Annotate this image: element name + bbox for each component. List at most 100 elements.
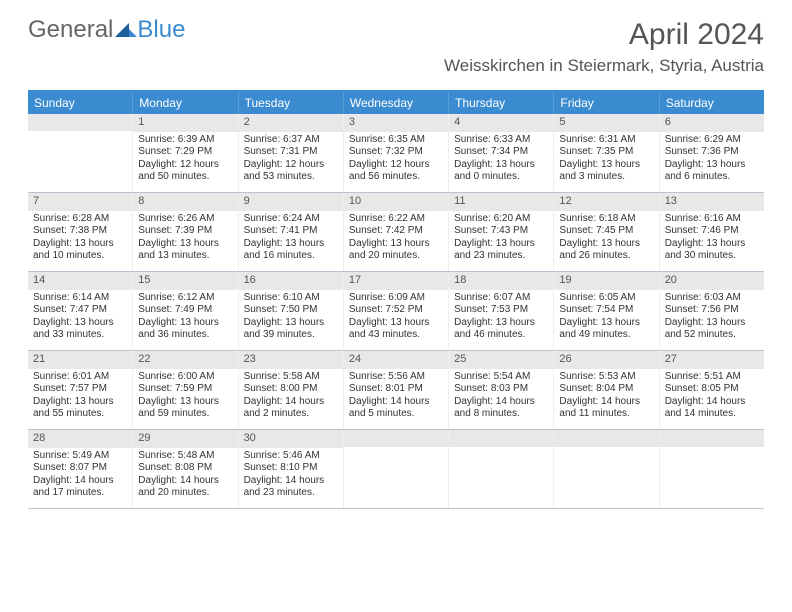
day-number: [449, 430, 553, 447]
day-body: Sunrise: 6:01 AMSunset: 7:57 PMDaylight:…: [28, 369, 132, 425]
calendar-grid: Sunday Monday Tuesday Wednesday Thursday…: [28, 90, 764, 509]
sunset-text: Sunset: 7:29 PM: [138, 146, 232, 159]
day-number: 9: [239, 193, 343, 211]
daylight-text: Daylight: 14 hours and 5 minutes.: [349, 396, 443, 421]
day-number: 8: [133, 193, 237, 211]
day-body: Sunrise: 6:00 AMSunset: 7:59 PMDaylight:…: [133, 369, 237, 425]
daylight-text: Daylight: 13 hours and 6 minutes.: [665, 159, 759, 184]
daylight-text: Daylight: 12 hours and 56 minutes.: [349, 159, 443, 184]
sunrise-text: Sunrise: 6:29 AM: [665, 134, 759, 147]
sunrise-text: Sunrise: 6:31 AM: [559, 134, 653, 147]
sunrise-text: Sunrise: 6:07 AM: [454, 292, 548, 305]
week-row: 14Sunrise: 6:14 AMSunset: 7:47 PMDayligh…: [28, 272, 764, 351]
sunrise-text: Sunrise: 5:51 AM: [665, 371, 759, 384]
daylight-text: Daylight: 14 hours and 14 minutes.: [665, 396, 759, 421]
day-number: 24: [344, 351, 448, 369]
sunset-text: Sunset: 7:34 PM: [454, 146, 548, 159]
weekday-header: Wednesday: [344, 92, 449, 114]
day-cell: 7Sunrise: 6:28 AMSunset: 7:38 PMDaylight…: [28, 193, 133, 271]
day-body: Sunrise: 6:18 AMSunset: 7:45 PMDaylight:…: [554, 211, 658, 267]
day-number: 3: [344, 114, 448, 132]
sunset-text: Sunset: 7:46 PM: [665, 225, 759, 238]
day-cell: 3Sunrise: 6:35 AMSunset: 7:32 PMDaylight…: [344, 114, 449, 192]
day-body: Sunrise: 6:35 AMSunset: 7:32 PMDaylight:…: [344, 132, 448, 188]
day-number: 18: [449, 272, 553, 290]
day-body: Sunrise: 5:56 AMSunset: 8:01 PMDaylight:…: [344, 369, 448, 425]
title-block: April 2024 Weisskirchen in Steiermark, S…: [444, 18, 764, 76]
day-cell: 18Sunrise: 6:07 AMSunset: 7:53 PMDayligh…: [449, 272, 554, 350]
sunrise-text: Sunrise: 5:58 AM: [244, 371, 338, 384]
day-number: 26: [554, 351, 658, 369]
daylight-text: Daylight: 12 hours and 50 minutes.: [138, 159, 232, 184]
day-cell: 30Sunrise: 5:46 AMSunset: 8:10 PMDayligh…: [239, 430, 344, 508]
week-row: 21Sunrise: 6:01 AMSunset: 7:57 PMDayligh…: [28, 351, 764, 430]
day-number: 17: [344, 272, 448, 290]
day-number: 15: [133, 272, 237, 290]
day-number: 16: [239, 272, 343, 290]
weekday-header: Saturday: [660, 92, 764, 114]
daylight-text: Daylight: 13 hours and 43 minutes.: [349, 317, 443, 342]
daylight-text: Daylight: 13 hours and 20 minutes.: [349, 238, 443, 263]
day-body: Sunrise: 6:12 AMSunset: 7:49 PMDaylight:…: [133, 290, 237, 346]
day-number: 1: [133, 114, 237, 132]
day-number: 20: [660, 272, 764, 290]
day-number: 29: [133, 430, 237, 448]
day-cell: 25Sunrise: 5:54 AMSunset: 8:03 PMDayligh…: [449, 351, 554, 429]
day-number: 4: [449, 114, 553, 132]
daylight-text: Daylight: 13 hours and 46 minutes.: [454, 317, 548, 342]
sunrise-text: Sunrise: 6:18 AM: [559, 213, 653, 226]
day-number: 12: [554, 193, 658, 211]
daylight-text: Daylight: 13 hours and 36 minutes.: [138, 317, 232, 342]
sunset-text: Sunset: 8:10 PM: [244, 462, 338, 475]
sunset-text: Sunset: 7:31 PM: [244, 146, 338, 159]
day-cell: 1 Sunrise: 6:39 AMSunset: 7:29 PMDaylight…: [133, 114, 238, 192]
week-row: 1Sunrise: 6:39 AMSunset: 7:29 PMDaylight…: [28, 114, 764, 193]
sunset-text: Sunset: 7:39 PM: [138, 225, 232, 238]
day-cell: 4Sunrise: 6:33 AMSunset: 7:34 PMDaylight…: [449, 114, 554, 192]
daylight-text: Daylight: 13 hours and 52 minutes.: [665, 317, 759, 342]
sunset-text: Sunset: 7:38 PM: [33, 225, 127, 238]
day-number: [554, 430, 658, 447]
daylight-text: Daylight: 13 hours and 49 minutes.: [559, 317, 653, 342]
day-body: Sunrise: 6:31 AMSunset: 7:35 PMDaylight:…: [554, 132, 658, 188]
daylight-text: Daylight: 12 hours and 53 minutes.: [244, 159, 338, 184]
day-body: Sunrise: 6:10 AMSunset: 7:50 PMDaylight:…: [239, 290, 343, 346]
daylight-text: Daylight: 13 hours and 26 minutes.: [559, 238, 653, 263]
day-body: Sunrise: 5:46 AMSunset: 8:10 PMDaylight:…: [239, 448, 343, 504]
day-number: 2: [239, 114, 343, 132]
day-cell: 12Sunrise: 6:18 AMSunset: 7:45 PMDayligh…: [554, 193, 659, 271]
day-cell: 13Sunrise: 6:16 AMSunset: 7:46 PMDayligh…: [660, 193, 764, 271]
day-cell: [449, 430, 554, 508]
daylight-text: Daylight: 14 hours and 23 minutes.: [244, 475, 338, 500]
sunrise-text: Sunrise: 6:39 AM: [138, 134, 232, 147]
sunset-text: Sunset: 8:00 PM: [244, 383, 338, 396]
daylight-text: Daylight: 13 hours and 10 minutes.: [33, 238, 127, 263]
day-body: Sunrise: 5:51 AMSunset: 8:05 PMDaylight:…: [660, 369, 764, 425]
sunset-text: Sunset: 7:45 PM: [559, 225, 653, 238]
sunset-text: Sunset: 7:36 PM: [665, 146, 759, 159]
sunset-text: Sunset: 8:08 PM: [138, 462, 232, 475]
daylight-text: Daylight: 13 hours and 30 minutes.: [665, 238, 759, 263]
daylight-text: Daylight: 14 hours and 8 minutes.: [454, 396, 548, 421]
day-number: 22: [133, 351, 237, 369]
day-cell: 23Sunrise: 5:58 AMSunset: 8:00 PMDayligh…: [239, 351, 344, 429]
sunrise-text: Sunrise: 6:05 AM: [559, 292, 653, 305]
sunset-text: Sunset: 7:56 PM: [665, 304, 759, 317]
daylight-text: Daylight: 13 hours and 55 minutes.: [33, 396, 127, 421]
day-cell: 24Sunrise: 5:56 AMSunset: 8:01 PMDayligh…: [344, 351, 449, 429]
daylight-text: Daylight: 13 hours and 39 minutes.: [244, 317, 338, 342]
daylight-text: Daylight: 14 hours and 17 minutes.: [33, 475, 127, 500]
daylight-text: Daylight: 13 hours and 3 minutes.: [559, 159, 653, 184]
day-cell: 9Sunrise: 6:24 AMSunset: 7:41 PMDaylight…: [239, 193, 344, 271]
sunrise-text: Sunrise: 6:37 AM: [244, 134, 338, 147]
sunrise-text: Sunrise: 6:01 AM: [33, 371, 127, 384]
day-body: Sunrise: 6:05 AMSunset: 7:54 PMDaylight:…: [554, 290, 658, 346]
sunrise-text: Sunrise: 6:09 AM: [349, 292, 443, 305]
sunrise-text: Sunrise: 6:22 AM: [349, 213, 443, 226]
sunrise-text: Sunrise: 5:54 AM: [454, 371, 548, 384]
day-number: 21: [28, 351, 132, 369]
day-number: 23: [239, 351, 343, 369]
day-cell: 29Sunrise: 5:48 AMSunset: 8:08 PMDayligh…: [133, 430, 238, 508]
sunrise-text: Sunrise: 6:10 AM: [244, 292, 338, 305]
sunset-text: Sunset: 8:07 PM: [33, 462, 127, 475]
